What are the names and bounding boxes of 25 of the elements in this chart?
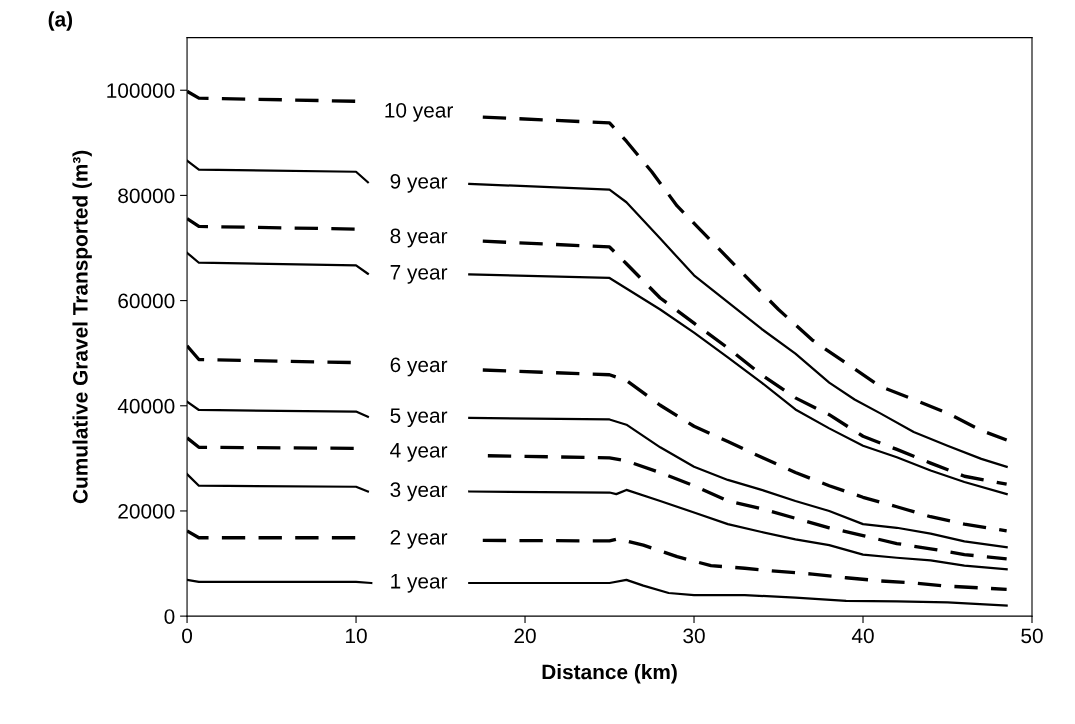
y-tick-label: 0 bbox=[164, 609, 175, 624]
x-tick-label: 30 bbox=[683, 628, 705, 644]
series-label: 7 year bbox=[390, 265, 448, 284]
x-tick-label: 0 bbox=[182, 628, 193, 644]
series-label: 4 year bbox=[390, 443, 448, 462]
x-axis-title: Distance (km) bbox=[542, 664, 677, 684]
chart-title: (a) bbox=[48, 11, 73, 31]
series-label: 9 year bbox=[390, 173, 448, 193]
x-tick-label: 10 bbox=[346, 628, 367, 644]
y-tick-label: 40000 bbox=[117, 398, 175, 414]
y-tick-label: 60000 bbox=[118, 293, 175, 309]
series-label: 1 year bbox=[391, 574, 448, 593]
series-label: 2 year bbox=[390, 529, 448, 549]
series-label: 10 year bbox=[385, 102, 453, 122]
series-label: 3 year bbox=[390, 482, 448, 502]
series-label: 6 year bbox=[390, 357, 448, 377]
y-tick-label: 20000 bbox=[118, 503, 175, 519]
series-label: 5 year bbox=[390, 408, 448, 428]
x-tick-label: 50 bbox=[1021, 628, 1043, 644]
y-axis-title: Cumulative Gravel Transported (m³) bbox=[72, 150, 92, 504]
y-tick-label: 100000 bbox=[107, 83, 175, 98]
x-tick-label: 20 bbox=[514, 628, 536, 644]
y-tick-label: 80000 bbox=[118, 188, 175, 204]
x-tick-label: 40 bbox=[851, 628, 874, 644]
series-label: 8 year bbox=[390, 228, 448, 248]
